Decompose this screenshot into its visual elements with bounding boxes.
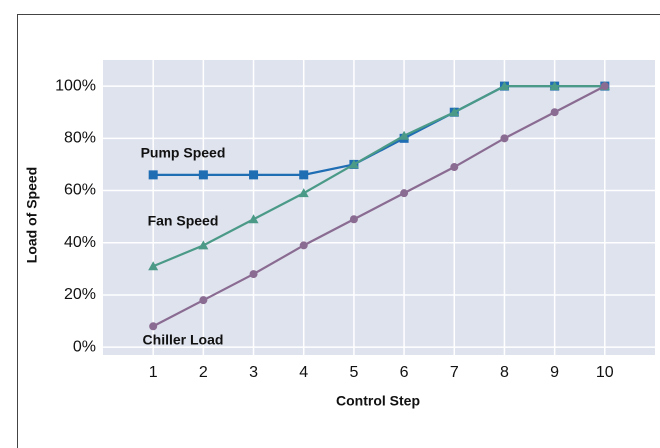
marker xyxy=(549,81,560,91)
x-tick-label: 9 xyxy=(550,364,559,381)
series-label: Fan Speed xyxy=(148,213,219,229)
x-tick-label: 2 xyxy=(199,364,208,381)
marker xyxy=(348,159,359,169)
plot-area xyxy=(103,60,655,355)
marker xyxy=(298,188,309,198)
frame xyxy=(17,14,660,448)
marker xyxy=(400,189,409,198)
y-axis-title: Load of Speed xyxy=(24,167,40,263)
marker xyxy=(249,170,259,180)
series-line xyxy=(152,85,605,268)
series-label: Pump Speed xyxy=(141,145,226,161)
marker xyxy=(199,296,208,305)
y-tick-label: 40% xyxy=(64,234,96,251)
marker xyxy=(550,108,559,117)
x-tick-label: 6 xyxy=(400,364,409,381)
marker xyxy=(399,130,410,140)
marker xyxy=(248,214,259,224)
x-axis-title: Control Step xyxy=(336,393,420,409)
marker xyxy=(198,170,208,180)
series-line xyxy=(152,85,606,328)
y-tick-label: 100% xyxy=(55,77,96,94)
marker xyxy=(299,241,308,250)
x-tick-label: 8 xyxy=(500,364,509,381)
y-tick-label: 60% xyxy=(64,182,96,199)
x-tick-label: 4 xyxy=(299,364,308,381)
marker xyxy=(148,261,159,271)
y-tick-label: 0% xyxy=(73,338,96,355)
x-tick-label: 1 xyxy=(149,364,158,381)
marker xyxy=(500,134,509,143)
x-tick-label: 3 xyxy=(249,364,258,381)
x-tick-label: 10 xyxy=(596,364,614,381)
marker xyxy=(349,215,358,224)
marker xyxy=(249,270,258,279)
x-tick-label: 7 xyxy=(450,364,459,381)
marker xyxy=(148,170,158,180)
marker xyxy=(600,82,609,91)
marker xyxy=(149,322,158,331)
marker xyxy=(449,107,460,117)
y-tick-label: 20% xyxy=(64,286,96,303)
marker xyxy=(450,163,459,172)
marker xyxy=(299,170,309,180)
marker xyxy=(198,240,209,250)
y-tick-label: 80% xyxy=(64,130,96,147)
marker xyxy=(499,81,510,91)
x-tick-label: 5 xyxy=(349,364,358,381)
series-label: Chiller Load xyxy=(143,332,224,348)
